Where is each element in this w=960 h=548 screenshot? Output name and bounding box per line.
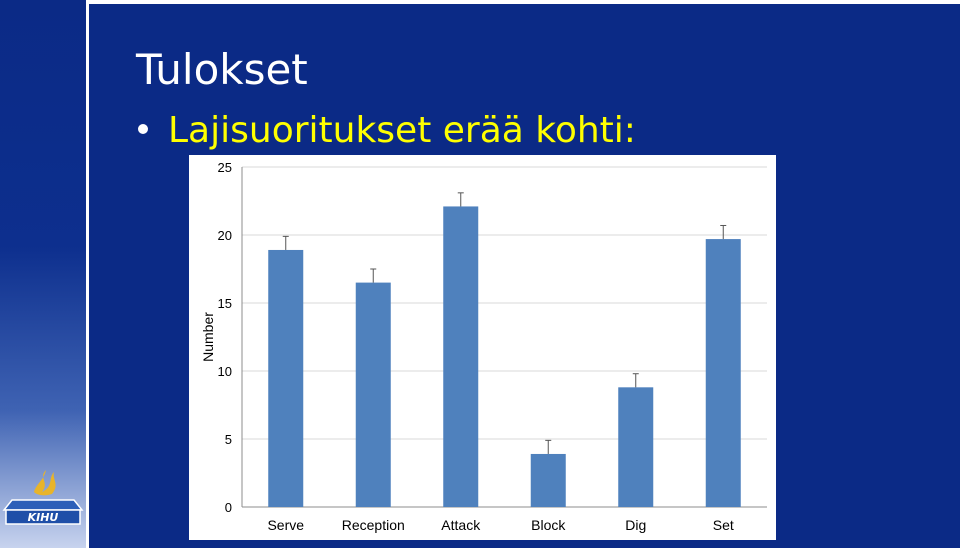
kihu-logo: KIHU [2,470,84,525]
x-tick-label: Dig [625,517,646,533]
band-divider [86,0,89,548]
y-tick-label: 5 [225,432,232,447]
bar-attack [443,206,479,507]
left-band [0,0,86,548]
y-axis-label: Number [200,312,216,362]
slide-title: Tulokset [136,45,308,94]
x-tick-label: Block [531,517,566,533]
logo-plate [5,509,81,525]
bar-serve [268,249,304,507]
chart-container: Number 0 5 10 15 20 25 Serve Reception Attack Blo… [189,155,776,540]
y-tick-label: 25 [218,160,232,175]
bar-dig [618,387,654,507]
x-tick-label: Reception [342,517,405,533]
bar-reception [355,282,391,507]
bullet-dot-icon [138,124,148,134]
logo-bowl-shape [2,499,84,511]
bullet-text: Lajisuoritukset erää kohti: [168,110,636,151]
flame-icon [34,470,56,496]
x-tick-label: Serve [267,517,304,533]
bullet-item: Lajisuoritukset erää kohti: [138,108,636,154]
bar-set [705,239,741,507]
bar-block [530,453,566,507]
y-tick-label: 15 [218,296,232,311]
x-tick-label: Attack [441,517,481,533]
x-tick-label: Set [713,517,734,533]
top-strip [0,0,960,4]
y-tick-label: 0 [225,500,232,515]
logo-text: KIHU [28,511,59,524]
bar-chart: Number 0 5 10 15 20 25 Serve Reception Attack Blo… [200,160,767,533]
y-tick-label: 10 [218,364,232,379]
y-tick-label: 20 [218,228,232,243]
